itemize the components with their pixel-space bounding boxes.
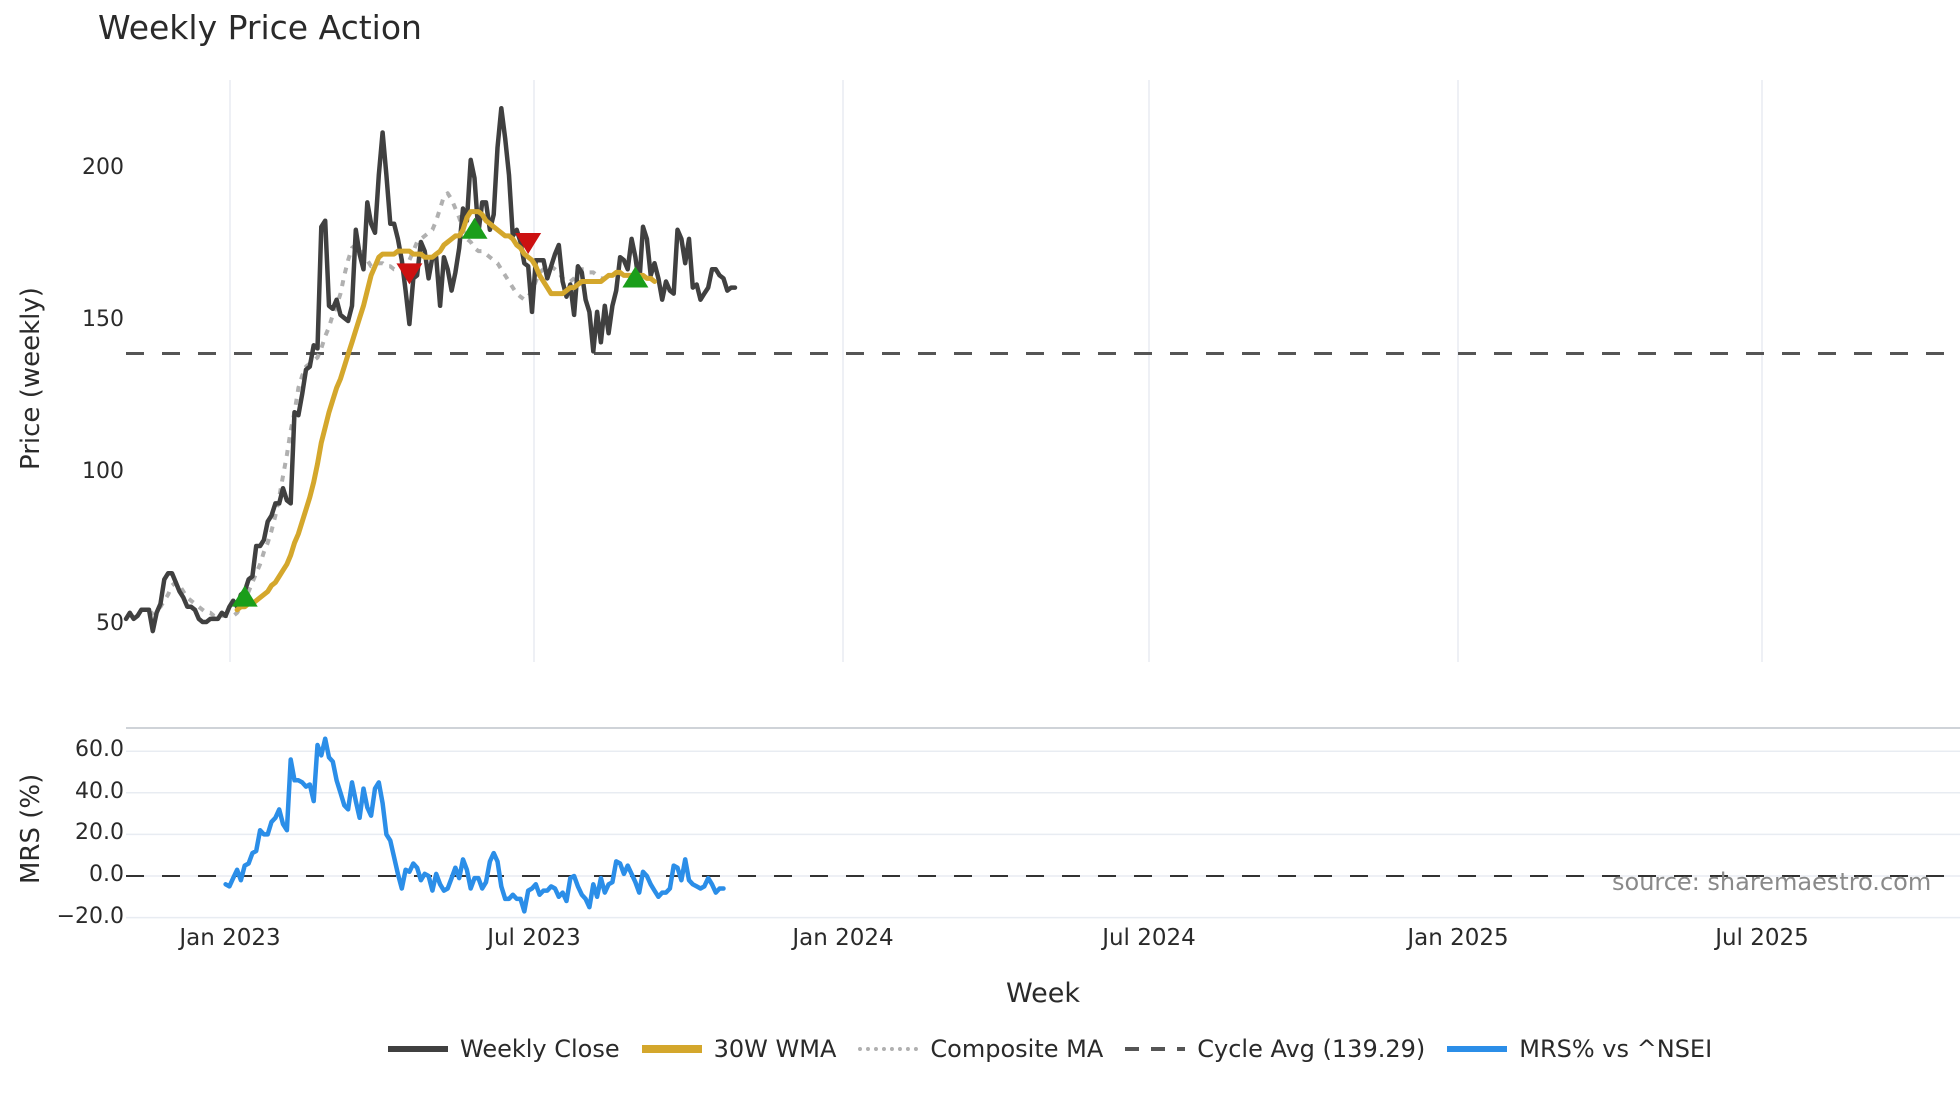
legend-item-30w-wma[interactable]: 30W WMA	[641, 1035, 837, 1063]
x-tick-label: Jan 2024	[792, 925, 894, 951]
mrs-y-tick-label: 60.0	[75, 737, 124, 763]
sell-signal-triangle-down-icon	[396, 263, 423, 285]
legend-label: 30W WMA	[713, 1035, 837, 1063]
legend-item-composite-ma[interactable]: Composite MA	[858, 1035, 1103, 1063]
legend-item-cycle-avg[interactable]: Cycle Avg (139.29)	[1125, 1035, 1425, 1063]
legend-swatch-solid-dark	[388, 1046, 448, 1052]
x-tick-label: Jan 2023	[179, 925, 281, 951]
source-annotation: source: sharemaestro.com	[1612, 868, 1932, 896]
legend-swatch-dotted-gray	[858, 1047, 919, 1051]
wma-30w-line	[234, 209, 657, 613]
x-tick-label: Jan 2025	[1407, 925, 1509, 951]
chart-title: Weekly Price Action	[98, 8, 422, 47]
buy-signal-triangle-up-icon	[231, 585, 258, 607]
buy-signal-triangle-up-icon	[461, 217, 488, 239]
legend-swatch-solid-blue	[1447, 1046, 1508, 1052]
price-y-tick-label: 50	[96, 611, 124, 636]
x-tick-label: Jul 2024	[1102, 925, 1196, 951]
legend-swatch-dashed-gray	[1125, 1047, 1186, 1051]
legend: Weekly Close 30W WMA Composite MA Cycle …	[388, 1035, 1712, 1063]
legend-label: Weekly Close	[460, 1035, 620, 1063]
mrs-y-tick-label: 40.0	[75, 778, 124, 804]
x-axis-label: Week	[1006, 978, 1080, 1009]
x-tick-label: Jul 2023	[487, 925, 581, 951]
legend-label: MRS% vs ^NSEI	[1519, 1035, 1713, 1063]
sell-signal-triangle-down-icon	[515, 232, 542, 254]
mrs-y-tick-label: 20.0	[75, 820, 124, 846]
legend-item-mrs[interactable]: MRS% vs ^NSEI	[1447, 1035, 1712, 1063]
legend-swatch-solid-gold	[641, 1045, 702, 1053]
legend-label: Cycle Avg (139.29)	[1197, 1035, 1426, 1063]
price-y-tick-label: 100	[82, 459, 124, 484]
legend-label: Composite MA	[930, 1035, 1104, 1063]
mrs-y-tick-label: 0.0	[89, 862, 124, 887]
mrs-y-tick-label: −20.0	[56, 903, 124, 929]
price-y-tick-label: 200	[82, 155, 124, 180]
buy-signal-triangle-up-icon	[622, 266, 649, 288]
weekly-close-line	[123, 105, 738, 634]
price-y-tick-label: 150	[82, 307, 124, 332]
x-tick-label: Jul 2025	[1715, 925, 1809, 951]
mrs-line	[223, 736, 726, 914]
legend-item-weekly-close[interactable]: Weekly Close	[388, 1035, 620, 1063]
